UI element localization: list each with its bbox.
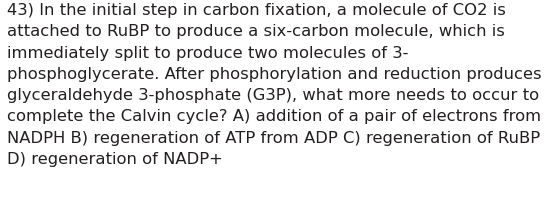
Text: 43) In the initial step in carbon fixation, a molecule of CO2 is
attached to RuB: 43) In the initial step in carbon fixati…: [7, 3, 541, 167]
